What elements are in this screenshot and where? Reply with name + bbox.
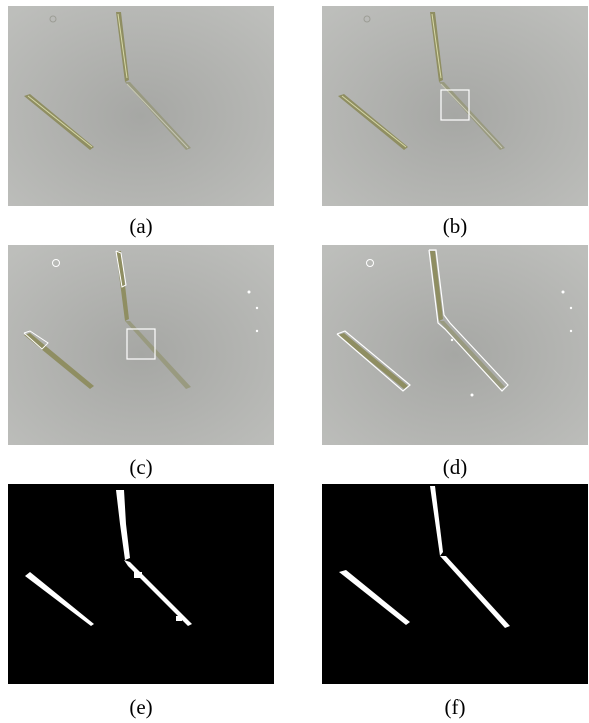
panel-d-image — [322, 245, 588, 445]
caption-f: (f) — [322, 695, 588, 719]
mask-f — [322, 484, 588, 684]
caption-e: (e) — [8, 695, 274, 719]
micrograph-b — [322, 6, 588, 206]
panel-b-image — [322, 6, 588, 206]
mask-e — [8, 484, 274, 684]
caption-d: (d) — [322, 455, 588, 479]
micrograph-c — [8, 245, 274, 445]
panel-a-image — [8, 6, 274, 206]
panel-f-image — [322, 484, 588, 684]
micrograph-d — [322, 245, 588, 445]
caption-b: (b) — [322, 214, 588, 238]
panel-e-image — [8, 484, 274, 684]
caption-c: (c) — [8, 455, 274, 479]
caption-a: (a) — [8, 214, 274, 238]
panel-c-image — [8, 245, 274, 445]
micrograph-a — [8, 6, 274, 206]
